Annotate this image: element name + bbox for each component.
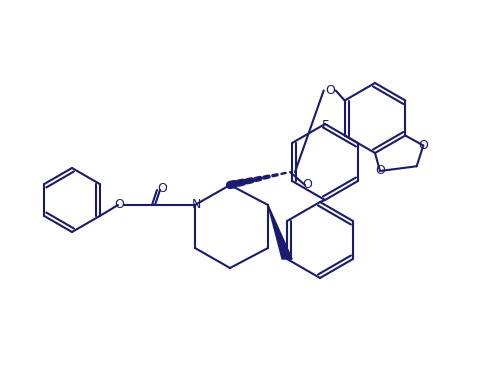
Text: O: O bbox=[325, 84, 334, 97]
Text: O: O bbox=[418, 139, 428, 152]
Text: N: N bbox=[191, 198, 201, 211]
Text: O: O bbox=[302, 178, 312, 192]
Text: O: O bbox=[157, 183, 167, 195]
Polygon shape bbox=[268, 205, 292, 259]
Text: F: F bbox=[322, 119, 329, 132]
Text: O: O bbox=[375, 165, 385, 177]
Text: O: O bbox=[114, 198, 124, 211]
